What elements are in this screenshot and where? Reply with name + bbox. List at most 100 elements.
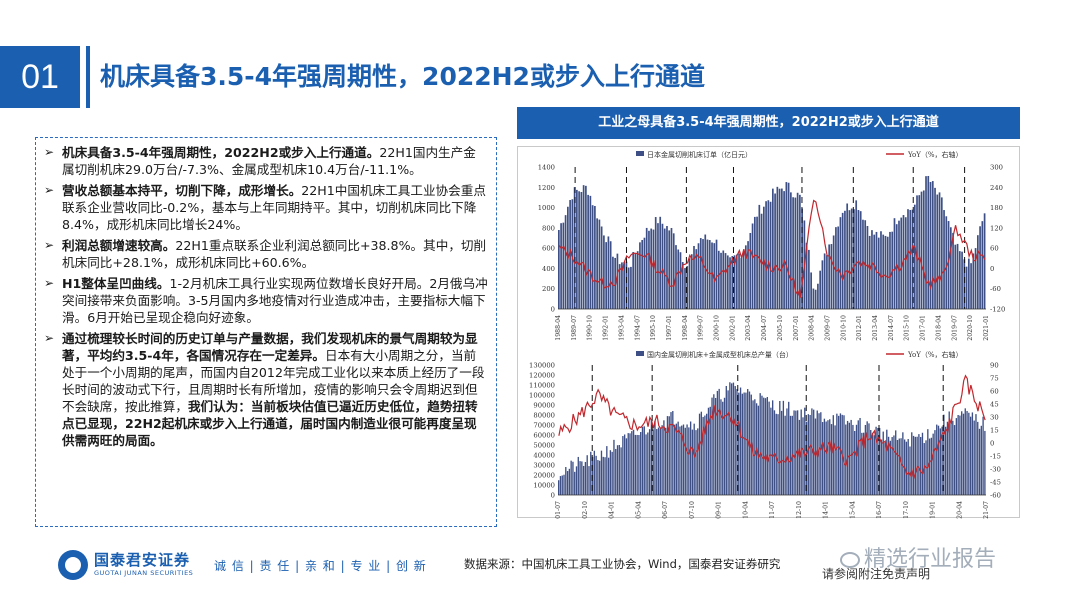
- x-tick-label: 2018-04: [935, 315, 942, 341]
- bar: [738, 392, 740, 495]
- bar: [983, 213, 986, 309]
- yoy-line: [558, 374, 986, 481]
- bar: [789, 415, 792, 495]
- bar: [668, 416, 670, 495]
- bar: [629, 433, 631, 495]
- bar: [576, 189, 578, 309]
- bar: [841, 212, 844, 309]
- bar: [956, 243, 959, 309]
- y-left-tick-label: 1400: [538, 164, 555, 172]
- y-left-tick-label: 200: [542, 285, 555, 293]
- bar: [877, 427, 879, 495]
- y-right-tick-label: -30: [990, 466, 1001, 474]
- bar: [845, 424, 847, 495]
- bar: [767, 200, 770, 309]
- bar: [756, 216, 758, 309]
- bar: [821, 422, 824, 495]
- bar: [724, 253, 727, 309]
- bar: [809, 415, 811, 495]
- bar: [979, 226, 981, 309]
- bar: [804, 407, 806, 495]
- bar: [864, 424, 867, 495]
- x-tick-label: 2017-10: [903, 501, 910, 519]
- bar: [788, 401, 790, 495]
- bar: [684, 268, 686, 309]
- chart-panel-header: 工业之母具备3.5-4年强周期性，2022H2或步入上行通道: [517, 107, 1020, 139]
- y-left-tick-label: 20000: [533, 472, 555, 480]
- bar: [792, 197, 794, 309]
- bar: [964, 408, 966, 495]
- company-name: 国泰君安证券: [94, 551, 191, 569]
- bar: [597, 460, 599, 495]
- y-left-tick-label: 100000: [529, 392, 555, 400]
- bar: [575, 466, 578, 495]
- x-tick-label: 1988-04: [555, 315, 562, 341]
- bar: [814, 418, 817, 495]
- bar: [818, 413, 820, 495]
- bullet-4: ➢ H1整体呈凹曲线。1-2月机床工具行业实现两位数增长良好开局。2月俄乌冲突间…: [44, 275, 488, 326]
- bar: [573, 187, 576, 309]
- bar: [907, 439, 909, 495]
- bar: [670, 412, 672, 495]
- legend-line-label: YoY（%，右轴）: [907, 350, 963, 359]
- bar: [943, 210, 945, 309]
- bar: [638, 435, 640, 495]
- bar: [689, 421, 692, 495]
- bar: [941, 426, 943, 495]
- bar: [811, 408, 813, 495]
- x-tick-label: 2015-10: [904, 315, 911, 341]
- bar: [893, 435, 895, 495]
- bar: [900, 438, 902, 495]
- bar: [748, 391, 751, 495]
- bar: [984, 430, 986, 495]
- bullet-4-heading: H1整体呈凹曲线。: [62, 276, 170, 291]
- bar: [796, 192, 799, 309]
- y-left-tick-label: 1200: [538, 184, 555, 192]
- bullet-5-text: 日本有大小周期之分，当前处于一个小周期的尾声，而国内自2012年完成工业化以来本…: [62, 348, 485, 414]
- bar: [702, 416, 704, 495]
- bar: [677, 249, 680, 309]
- x-tick-label: 2021-07: [983, 501, 990, 519]
- bar: [920, 437, 922, 495]
- bar: [582, 185, 585, 309]
- bar: [902, 432, 904, 495]
- bar: [971, 412, 974, 495]
- y-right-tick-label: 120: [990, 224, 1003, 232]
- bar: [603, 235, 605, 309]
- bar: [695, 249, 698, 309]
- x-tick-label: 2016-07: [876, 501, 883, 519]
- bar: [937, 425, 940, 495]
- x-tick-label: 2013-04: [872, 315, 879, 341]
- bar: [763, 397, 765, 495]
- y-right-tick-label: 0: [990, 440, 994, 448]
- bar: [859, 417, 861, 495]
- bar: [611, 451, 613, 495]
- bar: [632, 251, 635, 309]
- bar: [615, 448, 617, 495]
- bar: [925, 176, 927, 309]
- legend-bar-swatch: [636, 351, 644, 356]
- bar: [585, 185, 587, 309]
- bar: [850, 208, 853, 309]
- bar: [848, 422, 851, 495]
- bar: [562, 222, 565, 309]
- bar: [914, 436, 917, 495]
- y-right-tick-label: -60: [990, 285, 1001, 293]
- bar: [648, 230, 650, 309]
- bar: [659, 428, 661, 495]
- bar: [632, 429, 635, 495]
- bar: [733, 255, 736, 309]
- bar: [918, 434, 920, 495]
- x-tick-label: 1995-10: [650, 315, 657, 341]
- bar: [949, 227, 952, 309]
- bar: [715, 239, 718, 309]
- bar: [896, 439, 899, 495]
- bar: [953, 425, 956, 495]
- bar: [564, 215, 567, 309]
- x-tick-label: 2020-04: [956, 501, 963, 519]
- y-right-tick-label: -15: [990, 453, 1001, 461]
- bar: [961, 411, 963, 495]
- bar: [893, 218, 896, 309]
- bar: [966, 411, 968, 495]
- bar: [568, 468, 571, 495]
